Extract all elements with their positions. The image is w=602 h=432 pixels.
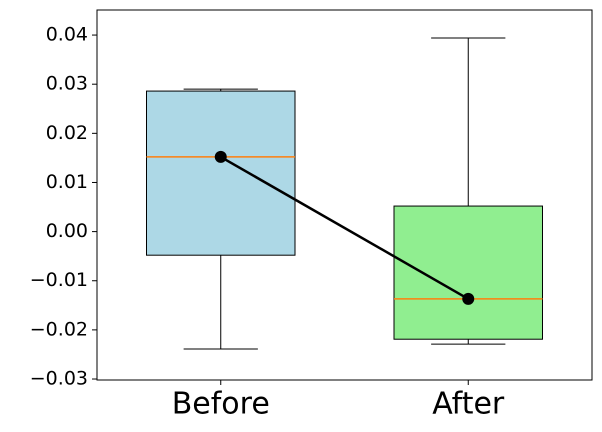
mean-point [214,150,227,163]
plot-frame [96,9,593,381]
y-tick-label: −0.03 [30,368,88,390]
y-tick-label: 0.01 [46,171,88,193]
mean-point [462,292,475,305]
y-tick-label: −0.02 [30,318,88,340]
x-tick-label: After [432,387,505,422]
y-tick-label: 0.00 [46,220,88,242]
y-tick-label: 0.02 [46,122,88,144]
box [393,205,543,340]
mean-line [220,155,469,301]
y-tick-label: −0.01 [30,269,88,291]
y-tick-label: 0.03 [46,73,88,95]
y-tick-label: 0.04 [46,24,88,46]
box [146,90,296,256]
x-tick-label: Before [172,387,270,422]
